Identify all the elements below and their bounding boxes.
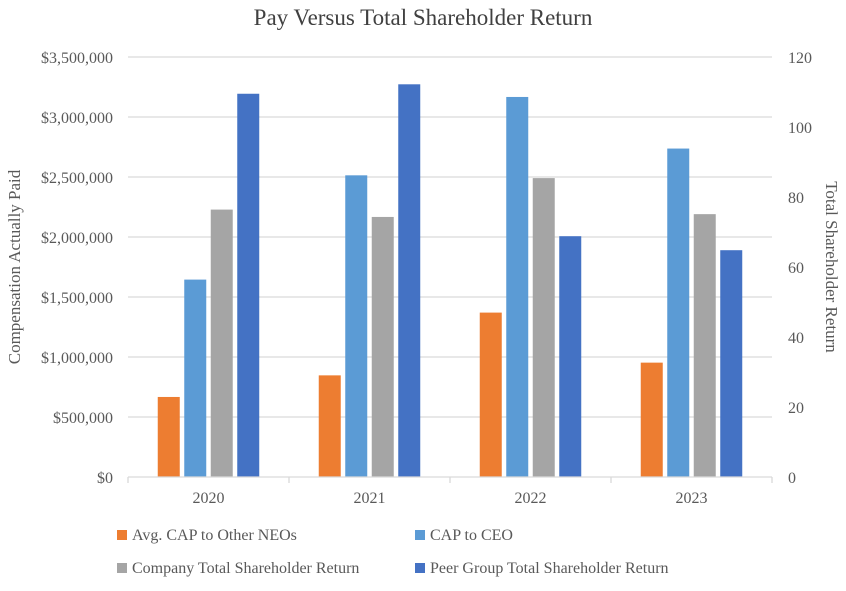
bar-cap-to-ceo-2021 xyxy=(345,175,368,477)
bar-peer-group-total-shareholder-return-2021 xyxy=(398,84,421,478)
y-tick-label-right: 100 xyxy=(788,120,812,137)
gridlines xyxy=(128,56,772,418)
legend-label: Peer Group Total Shareholder Return xyxy=(430,560,669,577)
y-tick-label-left: $3,500,000 xyxy=(41,50,113,67)
bar-peer-group-total-shareholder-return-2022 xyxy=(559,236,582,477)
bars xyxy=(157,84,743,478)
y-tick-label-right: 20 xyxy=(788,400,804,417)
y-tick-label-left: $0 xyxy=(97,470,113,487)
y-tick-label-left: $1,000,000 xyxy=(41,350,113,367)
y-axis-label-right: Total Shareholder Return xyxy=(822,181,841,353)
y-tick-label-left: $500,000 xyxy=(53,410,113,427)
y-tick-label-right: 0 xyxy=(788,470,796,487)
bar-company-total-shareholder-return-2020 xyxy=(210,209,233,477)
bar-avg-cap-to-other-neos-2020 xyxy=(157,396,180,477)
legend-item: Peer Group Total Shareholder Return xyxy=(415,560,669,577)
axes: $0 $500,000 $1,000,000 $1,500,000 $2,000,000… xyxy=(41,50,812,507)
x-tick-label: 2023 xyxy=(676,490,708,507)
bar-avg-cap-to-other-neos-2021 xyxy=(318,375,341,477)
y-axis-label-left: Compensation Actually Paid xyxy=(5,169,24,364)
legend-item: Company Total Shareholder Return xyxy=(117,560,359,577)
x-tick-label: 2022 xyxy=(515,490,547,507)
x-tick-label: 2021 xyxy=(354,490,386,507)
chart-title: Pay Versus Total Shareholder Return xyxy=(254,5,593,30)
legend-label: CAP to CEO xyxy=(430,527,513,544)
y-tick-label-left: $2,500,000 xyxy=(41,170,113,187)
bar-peer-group-total-shareholder-return-2020 xyxy=(237,93,260,477)
legend-swatch xyxy=(415,563,425,573)
legend-item: CAP to CEO xyxy=(415,527,513,544)
bar-cap-to-ceo-2020 xyxy=(184,279,207,477)
y-tick-label-left: $1,500,000 xyxy=(41,290,113,307)
legend-swatch xyxy=(117,563,127,573)
y-tick-label-right: 60 xyxy=(788,260,804,277)
bar-cap-to-ceo-2023 xyxy=(667,148,690,477)
bar-cap-to-ceo-2022 xyxy=(506,96,529,478)
y-tick-label-left: $3,000,000 xyxy=(41,110,113,127)
bar-avg-cap-to-other-neos-2022 xyxy=(479,312,502,477)
legend-item: Avg. CAP to Other NEOs xyxy=(117,527,297,544)
y-tick-label-right: 120 xyxy=(788,50,812,67)
bar-company-total-shareholder-return-2021 xyxy=(371,216,394,477)
legend-swatch xyxy=(117,530,127,540)
y-tick-label-right: 40 xyxy=(788,330,804,347)
legend: Avg. CAP to Other NEOs CAP to CEO Company … xyxy=(117,527,669,577)
y-tick-label-right: 80 xyxy=(788,190,804,207)
y-tick-label-left: $2,000,000 xyxy=(41,230,113,247)
bar-peer-group-total-shareholder-return-2023 xyxy=(720,250,743,477)
legend-label: Avg. CAP to Other NEOs xyxy=(132,527,297,544)
legend-label: Company Total Shareholder Return xyxy=(132,560,359,577)
bar-avg-cap-to-other-neos-2023 xyxy=(640,362,663,477)
bar-company-total-shareholder-return-2023 xyxy=(693,214,716,477)
x-tick-label: 2020 xyxy=(193,490,225,507)
bar-company-total-shareholder-return-2022 xyxy=(532,178,555,477)
legend-swatch xyxy=(415,530,425,540)
